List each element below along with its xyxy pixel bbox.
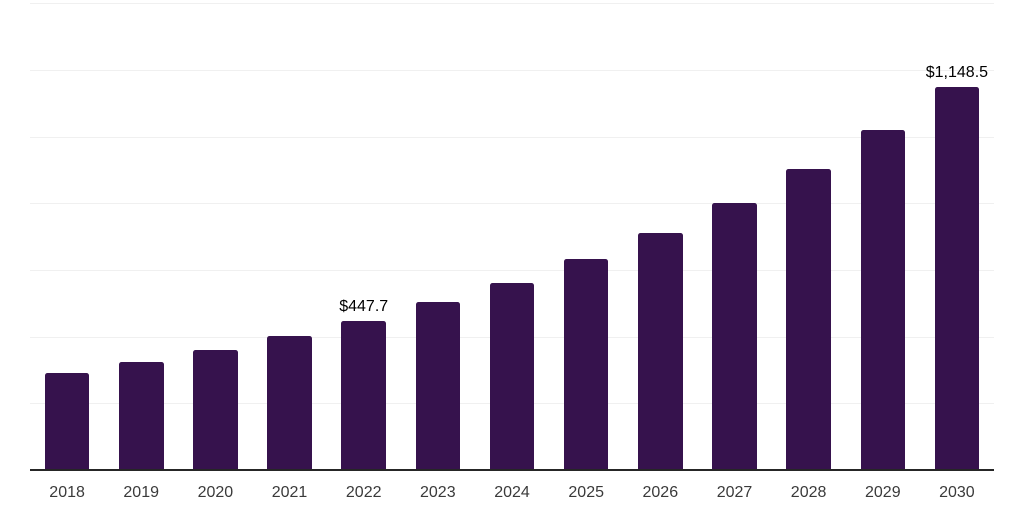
bar-value-label-2022: $447.7 — [339, 297, 389, 315]
bar-2027[interactable] — [712, 203, 757, 470]
gridline-600 — [30, 270, 994, 271]
bar-2029[interactable] — [860, 130, 905, 470]
x-tick-2020: 2020 — [197, 484, 234, 501]
x-tick-2024: 2024 — [494, 484, 530, 501]
x-tick-2030: 2030 — [939, 484, 975, 501]
x-tick-2023: 2023 — [420, 484, 456, 501]
gridline-1200 — [30, 70, 994, 71]
gridline-1400 — [30, 3, 994, 5]
bar-value-label-2030: $1,148.5 — [925, 64, 989, 82]
gridline-1000 — [30, 136, 994, 138]
x-tick-2021: 2021 — [271, 484, 308, 501]
x-tick-2022: 2022 — [345, 484, 382, 501]
bar-2020[interactable] — [193, 350, 238, 470]
x-tick-2019: 2019 — [123, 484, 159, 501]
bar-2028[interactable] — [786, 169, 831, 470]
bar-2024[interactable] — [489, 282, 535, 470]
bar-2030[interactable] — [934, 87, 980, 470]
x-tick-2029: 2029 — [865, 484, 901, 501]
bar-2025[interactable] — [563, 259, 609, 470]
bar-2023[interactable] — [415, 302, 461, 470]
bar-2018[interactable] — [44, 372, 90, 470]
bar-2022[interactable] — [341, 320, 386, 470]
x-tick-2028: 2028 — [790, 484, 827, 501]
x-tick-2025: 2025 — [568, 484, 604, 501]
x-axis-line — [30, 469, 994, 471]
x-tick-2027: 2027 — [716, 484, 753, 501]
bar-2021[interactable] — [267, 335, 312, 470]
bar-2026[interactable] — [638, 233, 683, 470]
x-tick-2026: 2026 — [642, 484, 679, 501]
x-tick-2018: 2018 — [49, 484, 85, 501]
bar-2019[interactable] — [119, 362, 164, 470]
gridline-800 — [30, 203, 994, 205]
